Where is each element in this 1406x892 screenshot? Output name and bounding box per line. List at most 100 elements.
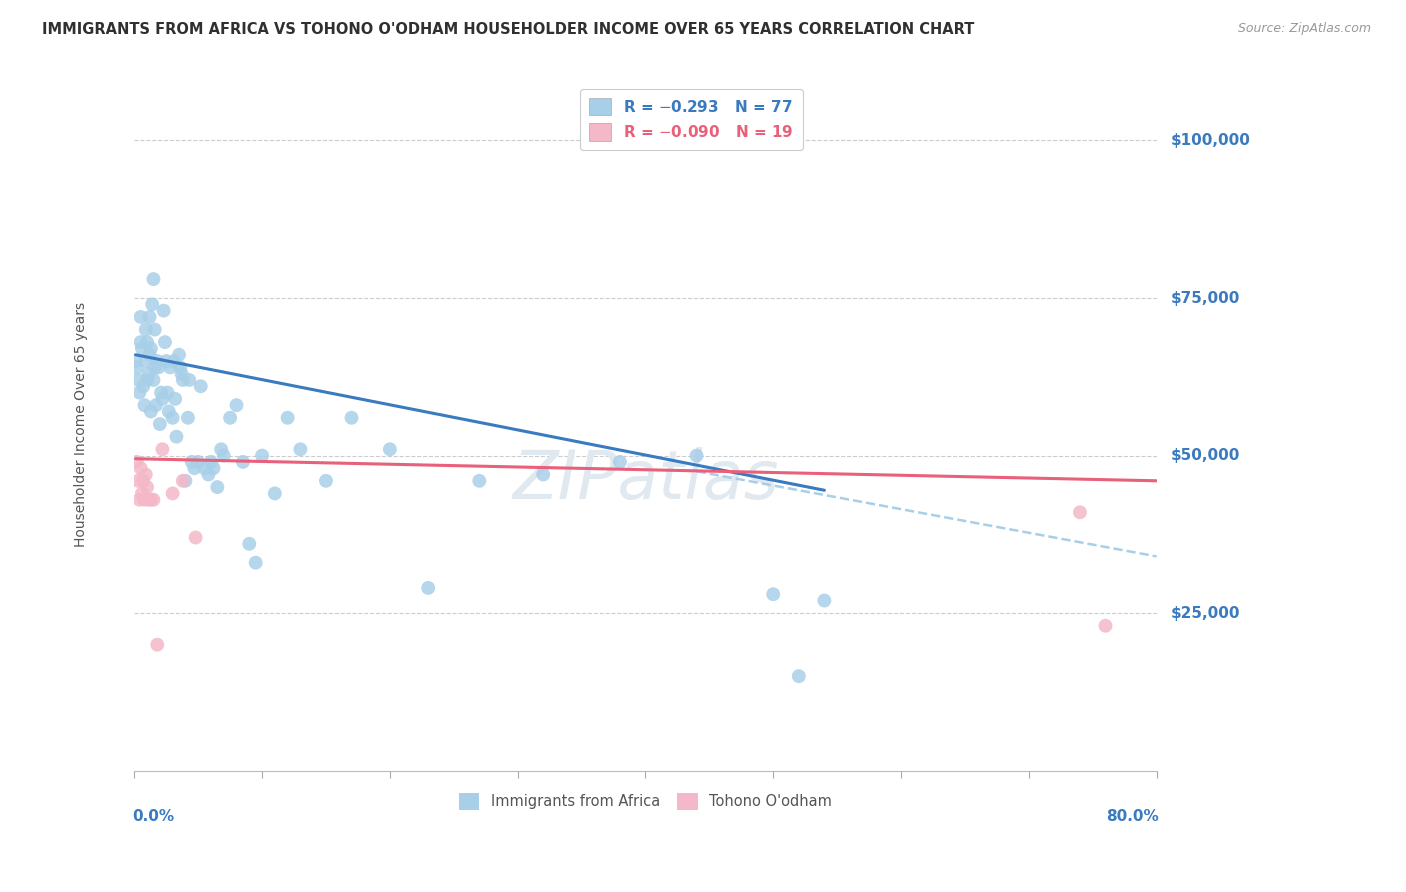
Point [134, 398, 156, 412]
Point [197, 467, 219, 482]
Point [142, 492, 165, 507]
Point [468, 474, 491, 488]
Point [177, 410, 200, 425]
Point [200, 455, 222, 469]
Point [138, 310, 160, 324]
Point [209, 442, 232, 457]
Point [263, 486, 285, 500]
Point [150, 392, 173, 406]
Point [150, 385, 173, 400]
Point [131, 486, 153, 500]
Point [179, 373, 201, 387]
Point [219, 410, 242, 425]
Point [157, 404, 180, 418]
Point [184, 531, 207, 545]
Point [132, 379, 155, 393]
Point [148, 360, 170, 375]
Text: $100,000: $100,000 [1171, 133, 1250, 148]
Point [131, 342, 153, 356]
Text: 0.0%: 0.0% [132, 809, 174, 824]
Point [136, 480, 159, 494]
Text: $50,000: $50,000 [1171, 448, 1240, 463]
Point [129, 335, 152, 350]
Point [250, 449, 273, 463]
Point [136, 335, 159, 350]
Point [141, 297, 163, 311]
Point [127, 474, 149, 488]
Point [149, 417, 172, 431]
Point [152, 303, 174, 318]
Point [212, 449, 235, 463]
Point [165, 430, 187, 444]
Point [135, 467, 157, 482]
Point [134, 492, 156, 507]
Point [190, 379, 212, 393]
Point [315, 474, 337, 488]
Point [163, 354, 186, 368]
Point [139, 404, 162, 418]
Point [531, 467, 554, 482]
Legend: Immigrants from Africa, Tohono O'odham: Immigrants from Africa, Tohono O'odham [453, 787, 838, 815]
Point [138, 348, 160, 362]
Point [136, 367, 159, 381]
Point [162, 410, 184, 425]
Point [180, 455, 202, 469]
Point [277, 410, 299, 425]
Point [143, 322, 166, 336]
Point [202, 461, 225, 475]
Point [245, 556, 267, 570]
Point [238, 537, 260, 551]
Point [170, 367, 193, 381]
Point [146, 354, 169, 368]
Point [165, 392, 187, 406]
Point [153, 335, 176, 350]
Point [142, 373, 165, 387]
Point [139, 342, 162, 356]
Point [762, 587, 785, 601]
Y-axis label: Householder Income Over 65 years: Householder Income Over 65 years [75, 301, 89, 547]
Point [146, 638, 169, 652]
Point [378, 442, 401, 457]
Point [172, 474, 194, 488]
Point [155, 354, 177, 368]
Point [125, 455, 148, 469]
Point [1069, 505, 1091, 519]
Point [685, 449, 707, 463]
Point [124, 354, 146, 368]
Point [128, 385, 150, 400]
Point [142, 272, 165, 286]
Point [129, 310, 152, 324]
Text: 80.0%: 80.0% [1107, 809, 1159, 824]
Text: $75,000: $75,000 [1171, 291, 1240, 306]
Point [159, 360, 181, 375]
Point [136, 373, 159, 387]
Point [418, 581, 440, 595]
Point [125, 360, 148, 375]
Point [340, 410, 363, 425]
Point [143, 360, 166, 375]
Point [232, 455, 254, 469]
Point [129, 461, 152, 475]
Point [183, 461, 205, 475]
Point [1094, 619, 1116, 633]
Text: $25,000: $25,000 [1171, 606, 1240, 621]
Point [128, 492, 150, 507]
Point [813, 593, 835, 607]
Point [290, 442, 312, 457]
Point [135, 354, 157, 368]
Point [187, 455, 209, 469]
Point [172, 373, 194, 387]
Point [139, 492, 162, 507]
Point [225, 398, 247, 412]
Point [135, 322, 157, 336]
Point [787, 669, 810, 683]
Point [609, 455, 631, 469]
Point [169, 360, 191, 375]
Point [132, 474, 155, 488]
Point [136, 492, 159, 507]
Point [193, 461, 215, 475]
Point [167, 348, 190, 362]
Text: IMMIGRANTS FROM AFRICA VS TOHONO O'ODHAM HOUSEHOLDER INCOME OVER 65 YEARS CORREL: IMMIGRANTS FROM AFRICA VS TOHONO O'ODHAM… [42, 22, 974, 37]
Point [162, 486, 184, 500]
Point [145, 398, 167, 412]
